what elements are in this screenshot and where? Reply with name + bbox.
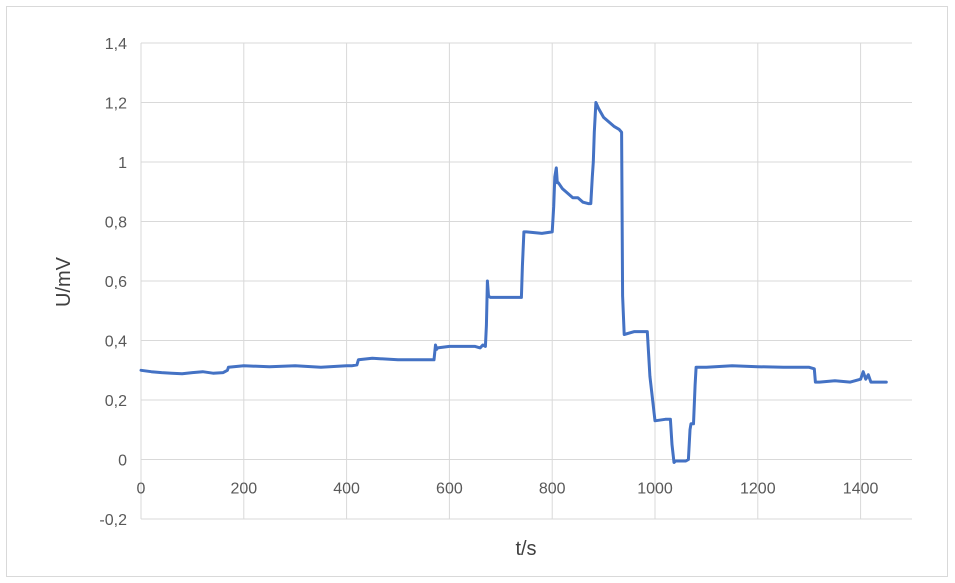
x-tick-label: 0 [137, 481, 146, 498]
y-axis-title: U/mV [53, 256, 75, 307]
x-tick-label: 800 [539, 481, 566, 498]
y-tick-label: 1 [118, 155, 127, 172]
y-tick-label: -0,2 [99, 512, 127, 529]
y-tick-label: 1,4 [105, 36, 127, 53]
x-tick-label: 200 [230, 481, 257, 498]
y-tick-label: 0,6 [105, 274, 127, 291]
y-tick-label: 0,4 [105, 334, 127, 351]
chart-frame [6, 6, 948, 577]
x-tick-label: 1400 [843, 481, 879, 498]
x-axis-title: t/s [515, 538, 536, 560]
x-tick-label: 400 [333, 481, 360, 498]
y-tick-label: 0,2 [105, 393, 127, 410]
x-tick-label: 1000 [637, 481, 673, 498]
series-layer [139, 101, 888, 464]
tick-labels: -0,2 0 0,2 0,4 0,6 0,8 1 1,2 1,4 0 200 400 600 800 100… [99, 36, 878, 529]
y-tick-label: 0 [118, 453, 127, 470]
y-tick-label: 1,2 [105, 96, 127, 113]
y-tick-label: 0,8 [105, 215, 127, 232]
series-line-0 [139, 101, 888, 464]
x-tick-label: 600 [436, 481, 463, 498]
x-tick-label: 1200 [740, 481, 776, 498]
grid [140, 42, 912, 520]
